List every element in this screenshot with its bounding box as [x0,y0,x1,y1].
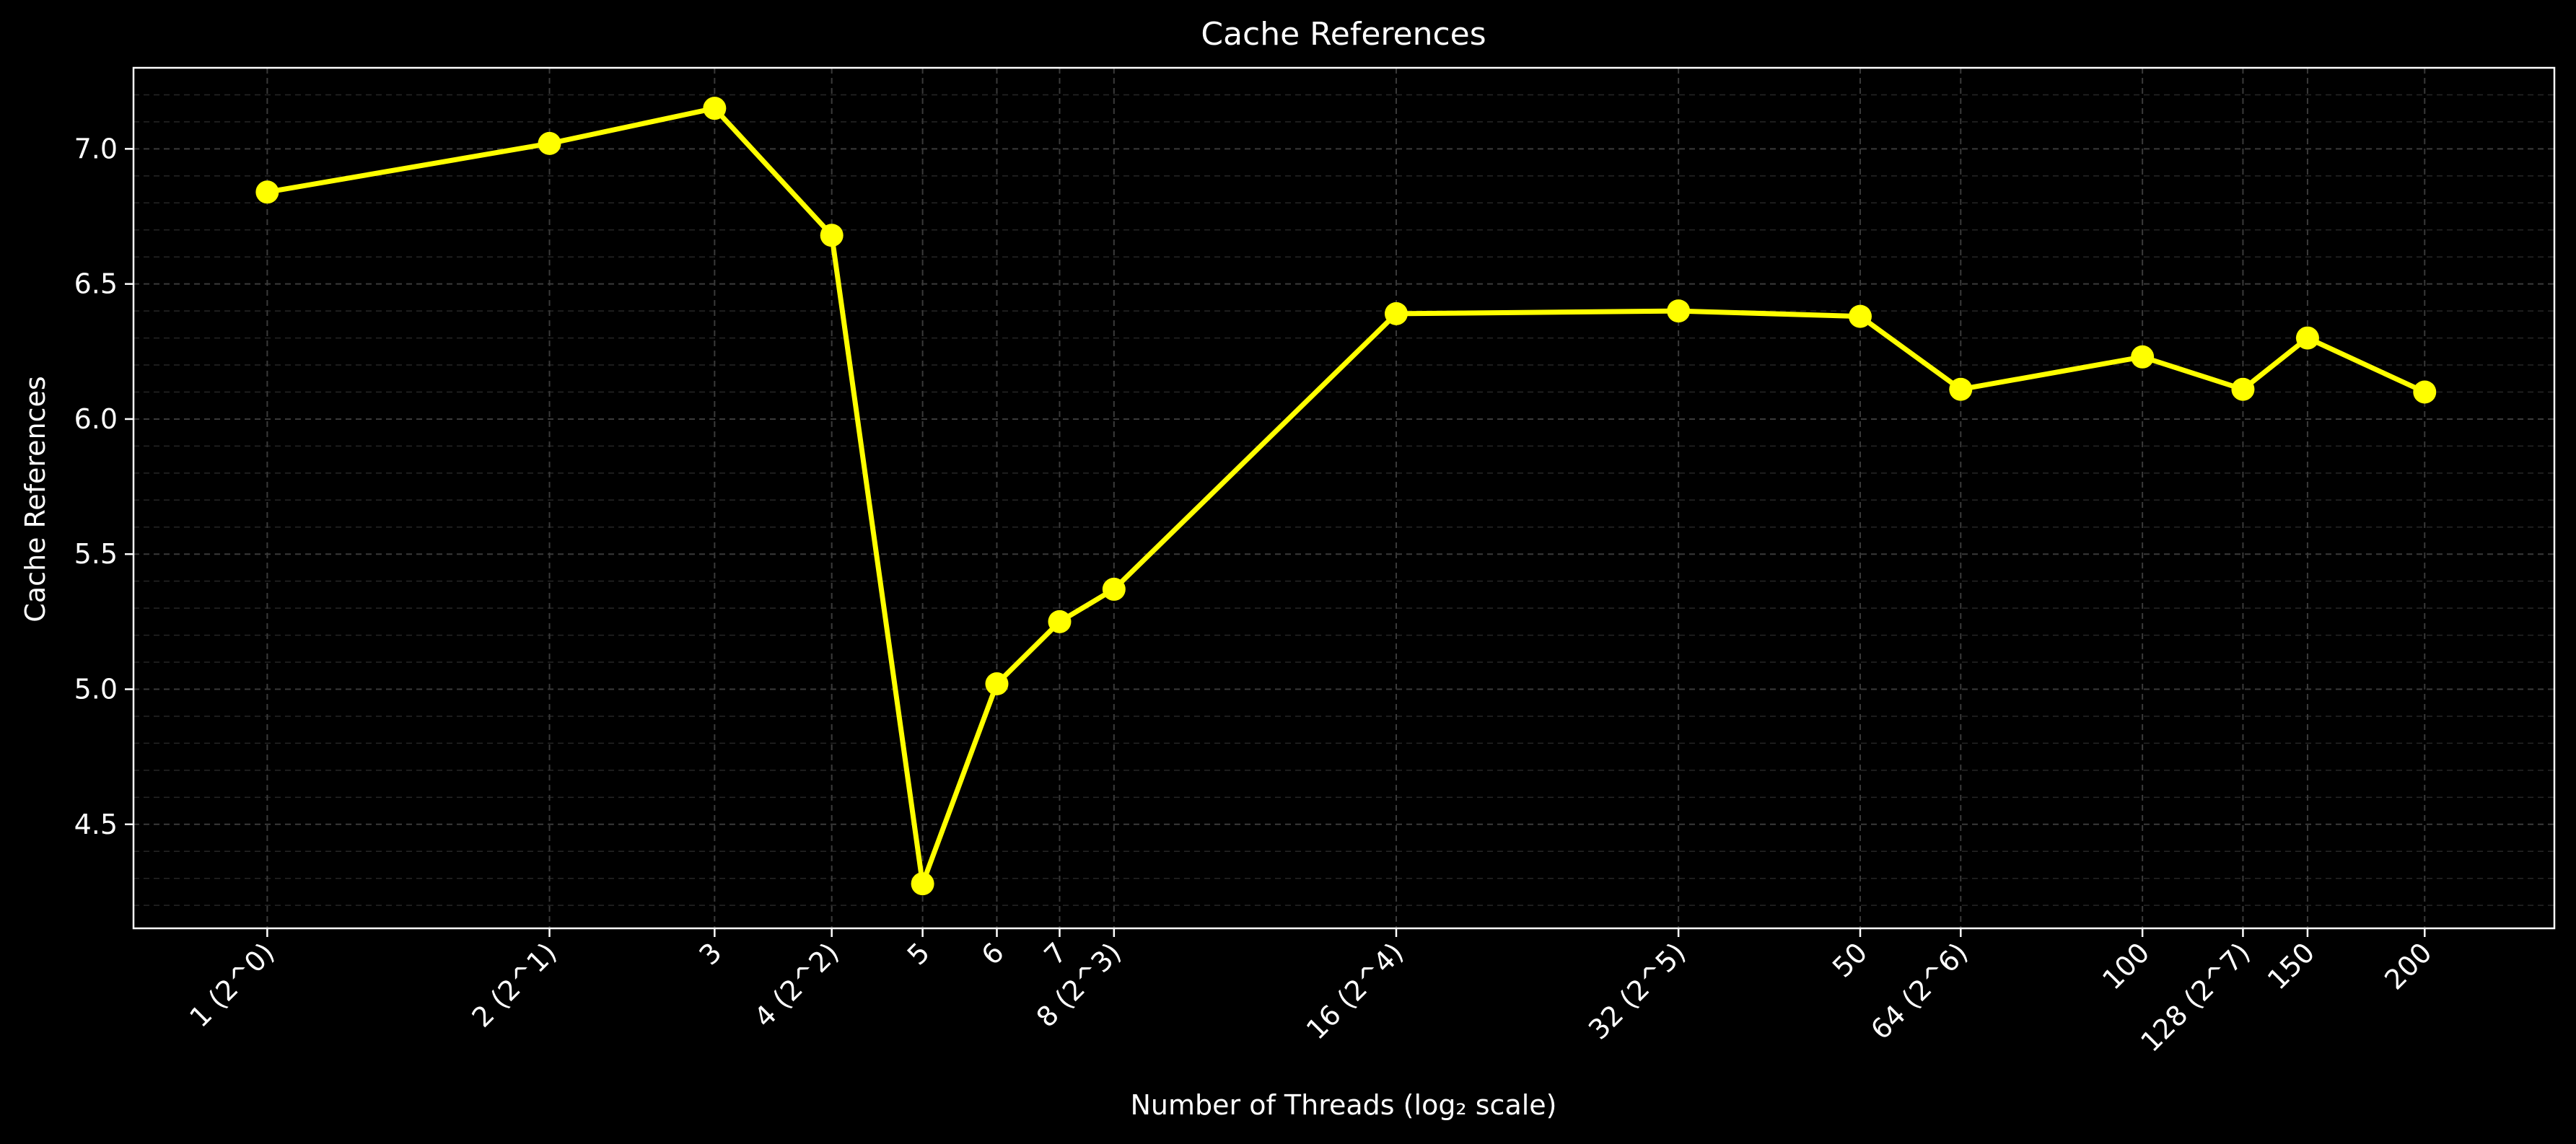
y-tick-label: 5.0 [74,674,118,705]
series-line [266,105,2426,886]
data-point [820,224,844,247]
data-point [538,131,561,155]
y-tick-label: 4.5 [74,809,118,840]
x-axis-label: Number of Threads (log₂ scale) [1131,1089,1557,1121]
data-point [1102,577,1126,601]
data-point [1667,299,1691,323]
series-line-layer [266,105,2426,886]
y-tick-label: 6.0 [74,403,118,435]
y-tick-label: 6.5 [74,268,118,300]
chart-title: Cache References [1201,16,1486,53]
data-point [985,672,1009,696]
data-point [255,180,279,204]
data-point [2295,326,2319,350]
data-point-layer [255,97,2437,896]
plot-frame [132,66,2556,930]
data-point [1848,304,1872,328]
y-axis: 4.5 5.0 5.5 6.0 6.5 7.0 [74,133,133,840]
data-point [2231,377,2255,401]
y-axis-label: Cache References [19,376,51,622]
data-point [911,872,934,896]
data-point [1949,377,1973,401]
y-tick-label: 5.5 [74,538,118,570]
data-point [1384,302,1408,325]
data-point [703,97,727,120]
data-point [2131,345,2155,369]
y-tick-label: 7.0 [74,133,118,164]
grid [133,68,2554,928]
data-point [2413,380,2437,404]
data-point [1048,610,1072,633]
